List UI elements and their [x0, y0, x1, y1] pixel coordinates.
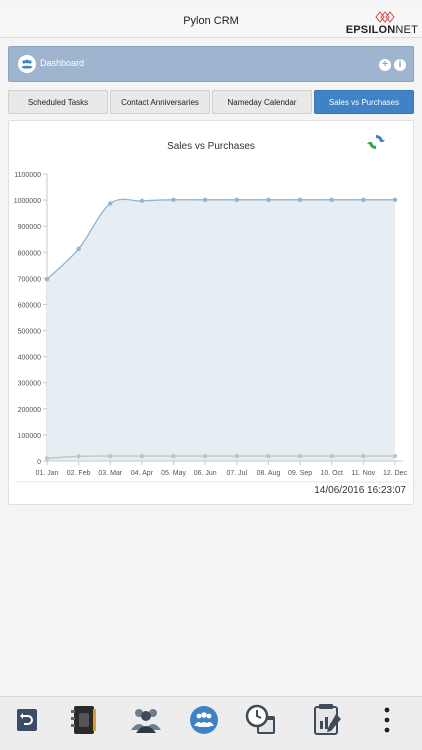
data-point — [392, 453, 398, 459]
y-tick-label: 700000 — [18, 276, 41, 283]
more-vertical-icon[interactable] — [370, 703, 404, 737]
sales-purchases-chart: 0 100000 200000 300000 400000 500000 600000 700… — [14, 172, 409, 483]
dashboard-header: Dashboard + i — [8, 46, 414, 82]
data-point — [171, 453, 176, 459]
brand-diamond-icon — [375, 11, 395, 23]
x-tick-label: 11. Nov — [352, 470, 376, 477]
dashboard-icon — [18, 55, 36, 73]
y-tick-label: 300000 — [18, 381, 41, 388]
data-point — [202, 197, 208, 203]
add-widget-icon[interactable]: + — [379, 59, 391, 71]
brand-prefix: EPSILON — [345, 24, 396, 36]
data-point — [297, 453, 303, 459]
data-point — [202, 453, 208, 459]
data-point — [234, 453, 240, 459]
refresh-icon[interactable] — [367, 133, 385, 151]
tab-bar: Scheduled Tasks Contact Anniversaries Na… — [8, 90, 414, 114]
series-line — [46, 198, 395, 280]
report-icon[interactable] — [310, 703, 344, 737]
tab-scheduled-tasks[interactable]: Scheduled Tasks — [8, 90, 108, 114]
x-tick-label: 12. Dec — [383, 470, 408, 477]
data-point — [361, 453, 366, 459]
y-tick-label: 900000 — [18, 224, 41, 231]
y-tick-label: 0 — [37, 459, 41, 466]
data-point — [76, 246, 81, 252]
data-point — [44, 456, 50, 461]
tab-nameday-calendar[interactable]: Nameday Calendar — [212, 90, 312, 114]
data-point — [44, 276, 50, 282]
x-tick-label: 10. Oct — [320, 470, 343, 477]
y-tick-label: 400000 — [18, 355, 41, 362]
data-point — [108, 453, 113, 459]
y-tick-label: 800000 — [18, 250, 41, 257]
brand-logo: EPSILONNET — [346, 10, 418, 36]
brand-suffix: NET — [395, 24, 418, 36]
data-point — [266, 453, 271, 459]
x-tick-label: 09. Sep — [288, 470, 312, 477]
tab-contact-anniversaries[interactable]: Contact Anniversaries — [110, 90, 210, 114]
series-area — [47, 199, 395, 461]
app-title: Pylon CRM — [183, 15, 239, 27]
chart-title: Sales vs Purchases — [167, 141, 255, 152]
data-point — [361, 197, 366, 203]
x-tick-label: 04. Apr — [131, 470, 154, 477]
x-tick-label: 06. Jun — [194, 470, 217, 477]
y-tick-label: 500000 — [18, 329, 41, 336]
data-point — [297, 197, 303, 203]
y-tick-label: 200000 — [18, 407, 41, 414]
info-icon[interactable]: i — [394, 59, 406, 71]
x-tick-label: 05. May — [161, 470, 186, 477]
chart-panel: 0 100000 200000 300000 400000 500000 600000 700… — [8, 120, 414, 505]
data-point — [108, 201, 113, 206]
y-tick-label: 600000 — [18, 302, 41, 309]
address-book-icon[interactable] — [67, 703, 101, 737]
x-tick-label: 02. Feb — [67, 470, 91, 477]
dashboard-nav-icon[interactable] — [187, 703, 221, 737]
back-icon[interactable] — [10, 703, 44, 737]
x-tick-label: 03. Mar — [98, 470, 122, 477]
x-tick-label: 08. Aug — [257, 470, 281, 477]
x-tick-label: 07. Jul — [227, 470, 248, 477]
data-point — [76, 454, 81, 459]
y-tick-label: 1000000 — [14, 198, 41, 205]
contacts-group-icon[interactable] — [129, 703, 163, 737]
top-bar: Pylon CRM EPSILONNET — [0, 8, 422, 38]
x-tick-label: 01. Jan — [36, 470, 59, 477]
series-line — [46, 455, 395, 460]
tab-sales-vs-purchases[interactable]: Sales vs Purchases — [314, 90, 414, 114]
y-tick-label: 100000 — [18, 433, 41, 440]
dashboard-label: Dashboard — [40, 58, 85, 68]
data-point — [234, 197, 240, 203]
data-point — [329, 197, 334, 203]
data-point — [139, 198, 145, 204]
data-point — [266, 197, 271, 203]
brand-text: EPSILONNET — [346, 24, 418, 36]
bottom-nav-bar — [0, 696, 422, 750]
calendar-clock-icon[interactable] — [244, 703, 278, 737]
data-point — [329, 453, 334, 459]
last-updated-timestamp: 14/06/2016 16:23:07 — [314, 485, 406, 496]
data-point — [171, 197, 176, 203]
data-point — [392, 197, 398, 203]
y-tick-label: 1100000 — [14, 172, 41, 179]
data-point — [139, 453, 145, 459]
